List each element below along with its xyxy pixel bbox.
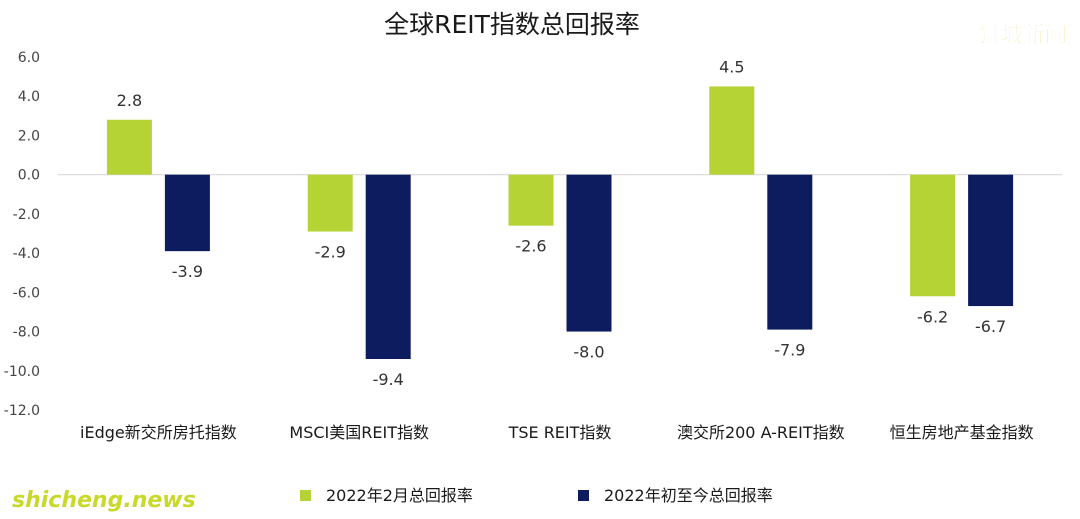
data-label: 2.8 <box>117 91 142 110</box>
bar-feb-2022-1 <box>307 174 353 232</box>
y-tick-label: -8.0 <box>13 325 40 341</box>
legend-label: 2022年初至今总回报率 <box>604 486 773 505</box>
y-tick-label: -6.0 <box>13 285 40 301</box>
watermark-bottom-left: shicheng.news <box>12 488 196 513</box>
data-label: -2.6 <box>515 237 546 256</box>
bar-feb-2022-4 <box>910 174 956 297</box>
x-category-label: iEdge新交所房托指数 <box>80 423 237 442</box>
data-label: -3.9 <box>172 262 203 281</box>
bar-feb-2022-2 <box>508 174 554 226</box>
bar-ytd-2022-0 <box>164 174 210 252</box>
y-tick-label: -12.0 <box>4 403 40 419</box>
bar-ytd-2022-1 <box>365 174 411 360</box>
x-category-label: 恒生房地产基金指数 <box>890 423 1034 442</box>
y-tick-label: 2.0 <box>18 128 40 144</box>
data-label: -6.2 <box>917 307 948 326</box>
data-labels: 2.8 -3.9 -2.9 -9.4 -2.6 -8.0 4.5 -7.9 -6.2 -6.7 <box>117 57 1007 389</box>
x-axis-categories: iEdge新交所房托指数 MSCI美国REIT指数 TSE REIT指数 澳交所200… <box>80 423 1034 442</box>
y-tick-label: -10.0 <box>4 364 40 380</box>
legend-swatch <box>300 490 311 501</box>
data-label: -8.0 <box>573 343 604 362</box>
watermark-top-right: 狮城新闻 <box>979 22 1067 48</box>
data-label: -9.4 <box>373 370 404 389</box>
x-category-label: MSCI美国REIT指数 <box>289 423 429 442</box>
data-label: -6.7 <box>975 317 1006 336</box>
y-tick-label: -4.0 <box>13 246 40 262</box>
bar-ytd-2022-4 <box>968 174 1014 307</box>
legend-label: 2022年2月总回报率 <box>326 486 473 505</box>
y-axis: 6.0 4.0 2.0 0.0 -2.0 -4.0 -6.0 -8.0 -10.0 -12.0 <box>4 50 40 419</box>
y-tick-label: 6.0 <box>18 50 40 66</box>
bar-feb-2022-0 <box>106 119 152 175</box>
data-label: 4.5 <box>719 57 744 76</box>
bar-ytd-2022-3 <box>767 174 813 330</box>
x-category-label: 澳交所200 A-REIT指数 <box>677 423 845 442</box>
chart-title: 全球REIT指数总回报率 <box>384 10 640 39</box>
data-label: -7.9 <box>774 341 805 360</box>
bar-series <box>106 86 1014 360</box>
y-tick-label: 4.0 <box>18 89 40 105</box>
x-category-label: TSE REIT指数 <box>508 423 612 442</box>
data-label: -2.9 <box>315 243 346 262</box>
legend: 2022年2月总回报率 2022年初至今总回报率 <box>300 486 773 505</box>
bar-feb-2022-3 <box>709 86 755 175</box>
legend-swatch <box>578 490 589 501</box>
bar-ytd-2022-2 <box>566 174 612 332</box>
y-tick-label: 0.0 <box>18 168 40 184</box>
y-tick-label: -2.0 <box>13 207 40 223</box>
